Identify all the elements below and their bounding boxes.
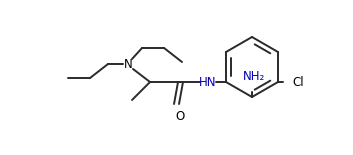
- Text: O: O: [175, 110, 185, 123]
- Text: HN: HN: [199, 75, 217, 89]
- Text: NH₂: NH₂: [243, 70, 265, 83]
- Text: N: N: [124, 58, 132, 71]
- Text: Cl: Cl: [292, 75, 304, 89]
